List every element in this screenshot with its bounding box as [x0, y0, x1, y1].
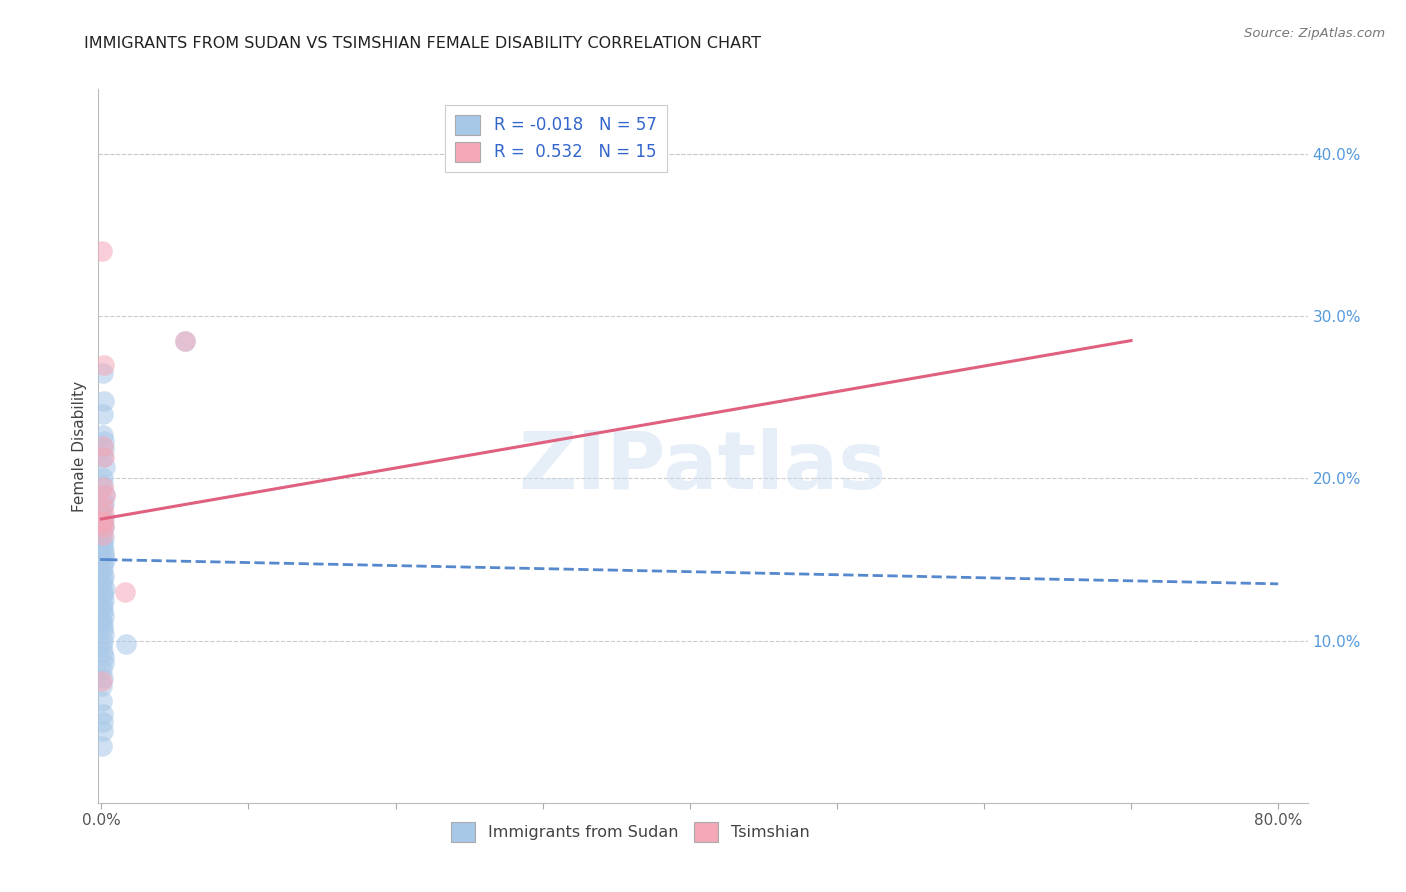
Point — [94, 582, 117, 596]
Point — [93, 572, 115, 586]
Point — [91, 516, 114, 531]
Point — [93, 460, 115, 475]
Point — [93, 520, 115, 534]
Y-axis label: Female Disability: Female Disability — [72, 380, 87, 512]
Point — [93, 609, 115, 624]
Point — [91, 706, 114, 721]
Text: ZIPatlas: ZIPatlas — [519, 428, 887, 507]
Point — [91, 622, 114, 636]
Point — [93, 544, 115, 558]
Point — [115, 637, 138, 651]
Point — [114, 585, 136, 599]
Point — [91, 540, 114, 554]
Point — [93, 434, 115, 449]
Point — [91, 601, 114, 615]
Point — [93, 471, 115, 485]
Point — [93, 488, 115, 502]
Point — [94, 488, 117, 502]
Point — [91, 639, 114, 653]
Point — [93, 552, 115, 566]
Point — [91, 739, 114, 753]
Point — [93, 358, 115, 372]
Point — [91, 560, 114, 574]
Point — [93, 548, 115, 562]
Point — [174, 334, 197, 348]
Point — [91, 633, 114, 648]
Point — [93, 393, 115, 408]
Point — [91, 478, 114, 492]
Point — [93, 507, 115, 521]
Point — [93, 657, 115, 671]
Point — [91, 244, 114, 259]
Point — [93, 450, 115, 465]
Point — [91, 714, 114, 729]
Point — [93, 442, 115, 457]
Point — [93, 499, 115, 513]
Point — [91, 588, 114, 602]
Point — [91, 598, 114, 612]
Text: IMMIGRANTS FROM SUDAN VS TSIMSHIAN FEMALE DISABILITY CORRELATION CHART: IMMIGRANTS FROM SUDAN VS TSIMSHIAN FEMAL… — [84, 36, 762, 51]
Legend: Immigrants from Sudan, Tsimshian: Immigrants from Sudan, Tsimshian — [444, 816, 817, 848]
Point — [93, 496, 115, 510]
Point — [93, 568, 115, 582]
Text: Source: ZipAtlas.com: Source: ZipAtlas.com — [1244, 27, 1385, 40]
Point — [91, 671, 114, 685]
Point — [91, 366, 114, 380]
Point — [91, 515, 114, 529]
Point — [91, 507, 114, 521]
Point — [91, 499, 114, 513]
Point — [93, 627, 115, 641]
Point — [174, 334, 197, 348]
Point — [91, 536, 114, 550]
Point — [91, 479, 114, 493]
Point — [91, 679, 114, 693]
Point — [91, 407, 114, 421]
Point — [93, 649, 115, 664]
Point — [91, 614, 114, 628]
Point — [91, 524, 114, 539]
Point — [91, 556, 114, 570]
Point — [91, 645, 114, 659]
Point — [91, 577, 114, 591]
Point — [91, 427, 114, 442]
Point — [93, 512, 115, 526]
Point — [93, 593, 115, 607]
Point — [93, 532, 115, 546]
Point — [91, 617, 114, 632]
Point — [91, 564, 114, 578]
Point — [91, 663, 114, 677]
Point — [91, 585, 114, 599]
Point — [93, 520, 115, 534]
Point — [91, 515, 114, 529]
Point — [91, 724, 114, 739]
Point — [91, 439, 114, 453]
Point — [91, 604, 114, 618]
Point — [91, 450, 114, 465]
Point — [91, 674, 114, 689]
Point — [91, 528, 114, 542]
Point — [91, 693, 114, 707]
